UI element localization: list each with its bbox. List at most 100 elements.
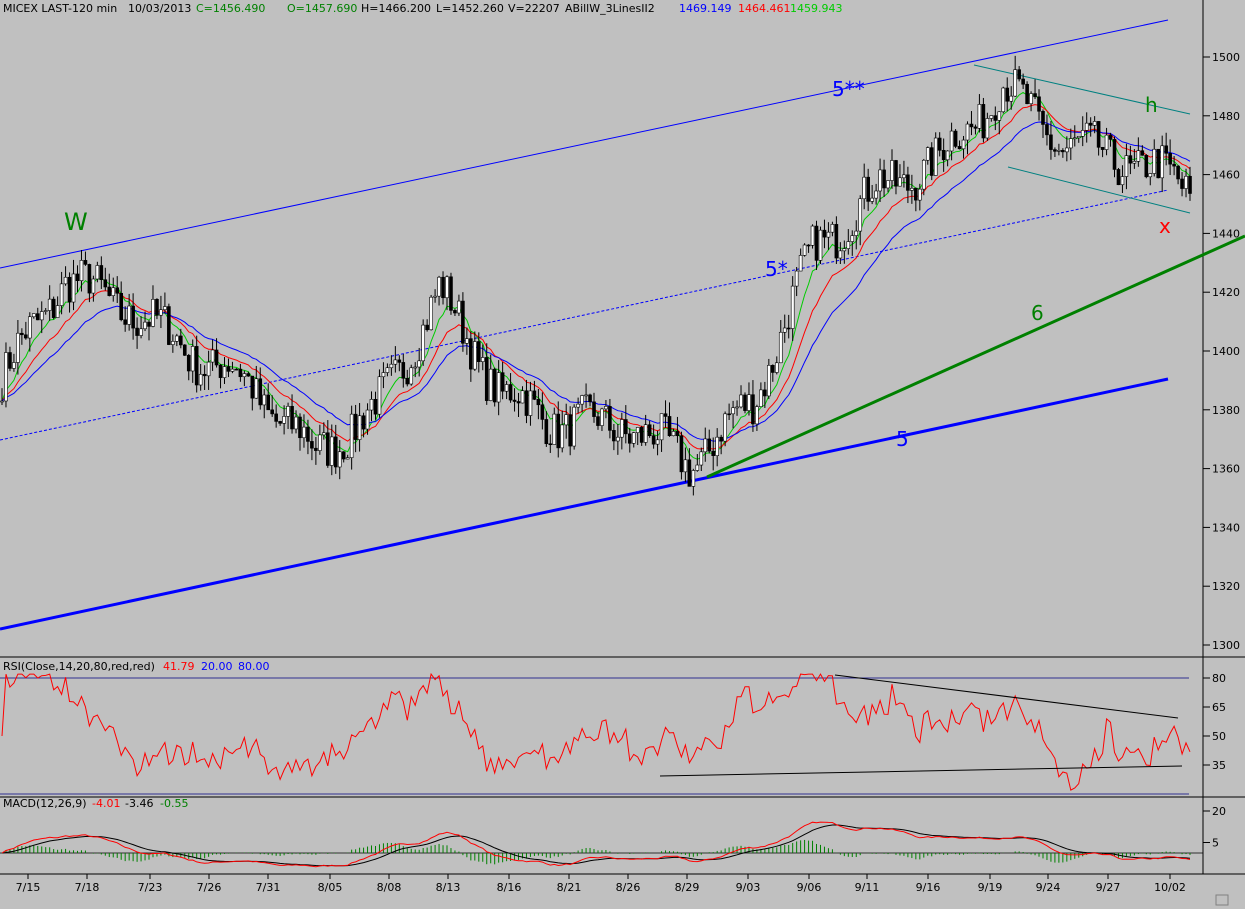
candle-body	[620, 419, 624, 438]
candle-body	[163, 306, 167, 311]
header-high: H=1466.200	[361, 2, 431, 15]
candle-body	[906, 174, 910, 191]
candle-body	[1100, 147, 1105, 150]
header-line1: 1469.149	[679, 2, 732, 15]
date-tick-label: 9/11	[855, 881, 880, 894]
scroll-button[interactable]	[1215, 894, 1229, 906]
candle-body	[949, 130, 954, 152]
candle-body	[310, 441, 314, 449]
candle-body	[83, 260, 88, 265]
candle-body	[202, 373, 207, 377]
candle-body	[226, 366, 231, 372]
candle-body	[763, 389, 767, 397]
candle-body	[159, 309, 163, 316]
candle-body	[858, 198, 863, 232]
candle-body	[377, 376, 382, 415]
candle-body	[1180, 178, 1184, 189]
macd-signal-line	[1, 824, 1191, 867]
macd-signal-value: -3.46	[125, 797, 153, 810]
candle-body	[1184, 175, 1188, 189]
candle-body	[302, 426, 306, 439]
rsi-panel: 35 50 65 80	[0, 672, 1226, 795]
date-tick-label: 10/02	[1154, 881, 1186, 894]
candle-body	[1037, 96, 1041, 112]
header-open: O=1457.690	[287, 2, 357, 15]
candle-body	[457, 300, 461, 314]
candle-body	[818, 229, 823, 261]
candle-body	[238, 368, 243, 378]
candle-body	[794, 270, 799, 287]
candle-body	[365, 409, 370, 430]
candle-body	[564, 414, 569, 426]
candle-body	[985, 118, 990, 139]
candle-body	[433, 295, 437, 298]
candle-body	[838, 250, 843, 259]
candle-body	[842, 248, 847, 252]
candle-body	[520, 390, 525, 404]
candle-body	[461, 300, 465, 344]
candle-body	[643, 424, 648, 443]
candle-body	[540, 404, 545, 420]
candle-body	[719, 436, 723, 442]
rsi-resistance-line	[834, 674, 1179, 719]
candle-body	[480, 357, 485, 362]
rsi-tick-label: 50	[1212, 730, 1226, 743]
candle-body	[298, 416, 302, 439]
candle-body	[627, 433, 632, 444]
candle-body	[512, 399, 517, 402]
candle-body	[659, 413, 664, 441]
candle-body	[596, 416, 600, 426]
macd-hist-value: -0.55	[160, 797, 188, 810]
candle-body	[759, 389, 763, 407]
candle-body	[393, 359, 398, 365]
candle-body	[536, 399, 541, 406]
candle-body	[326, 432, 330, 466]
candle-body	[20, 332, 24, 336]
wave-5ss-label: 5**	[832, 77, 865, 101]
candle-body	[250, 375, 255, 399]
candle-body	[870, 197, 874, 202]
candle-body	[723, 413, 727, 442]
candle-body	[322, 432, 326, 436]
candle-body	[1168, 153, 1172, 165]
candle-body	[1108, 134, 1113, 140]
candle-body	[282, 416, 286, 424]
price-tick-label: 1440	[1212, 227, 1240, 240]
candle-body	[39, 311, 44, 321]
rsi-support-line	[659, 765, 1183, 777]
candle-body	[47, 298, 52, 311]
candle-body	[647, 424, 652, 437]
candle-body	[329, 436, 334, 466]
candle-body	[882, 169, 886, 189]
candle-body	[937, 137, 942, 151]
price-tick-label: 1500	[1212, 51, 1240, 64]
candle-body	[99, 265, 104, 281]
candle-body	[1164, 145, 1168, 154]
candle-body	[270, 409, 274, 415]
candle-body	[397, 359, 402, 363]
wave-h-label: h	[1145, 93, 1158, 117]
candle-body	[878, 169, 882, 192]
candle-body	[806, 244, 811, 247]
candle-body	[341, 451, 346, 460]
candle-body	[1025, 83, 1029, 105]
candle-body	[600, 408, 604, 426]
candle-body	[874, 190, 878, 199]
candle-body	[453, 310, 457, 314]
candle-body	[167, 306, 171, 345]
candle-body	[556, 413, 561, 449]
candle-body	[429, 296, 433, 331]
candle-body	[127, 305, 131, 325]
candle-body	[361, 415, 366, 430]
candle-body	[1120, 176, 1125, 186]
candle-body	[35, 313, 40, 321]
candle-body	[580, 395, 584, 405]
candle-body	[623, 419, 628, 435]
candle-body	[981, 104, 986, 139]
candle-body	[1013, 69, 1017, 97]
candle-body	[1069, 138, 1073, 149]
candle-body	[910, 187, 914, 191]
candle-body	[894, 160, 898, 187]
candle-body	[1017, 69, 1021, 80]
date-tick-label: 8/29	[675, 881, 700, 894]
